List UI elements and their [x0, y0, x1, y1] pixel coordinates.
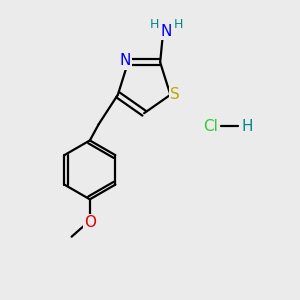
Text: N: N [160, 24, 172, 39]
Text: H: H [150, 17, 159, 31]
Text: S: S [170, 87, 180, 102]
Text: O: O [84, 215, 96, 230]
Text: Cl: Cl [203, 119, 218, 134]
Text: H: H [174, 17, 183, 31]
Text: N: N [119, 53, 131, 68]
Text: H: H [242, 119, 253, 134]
